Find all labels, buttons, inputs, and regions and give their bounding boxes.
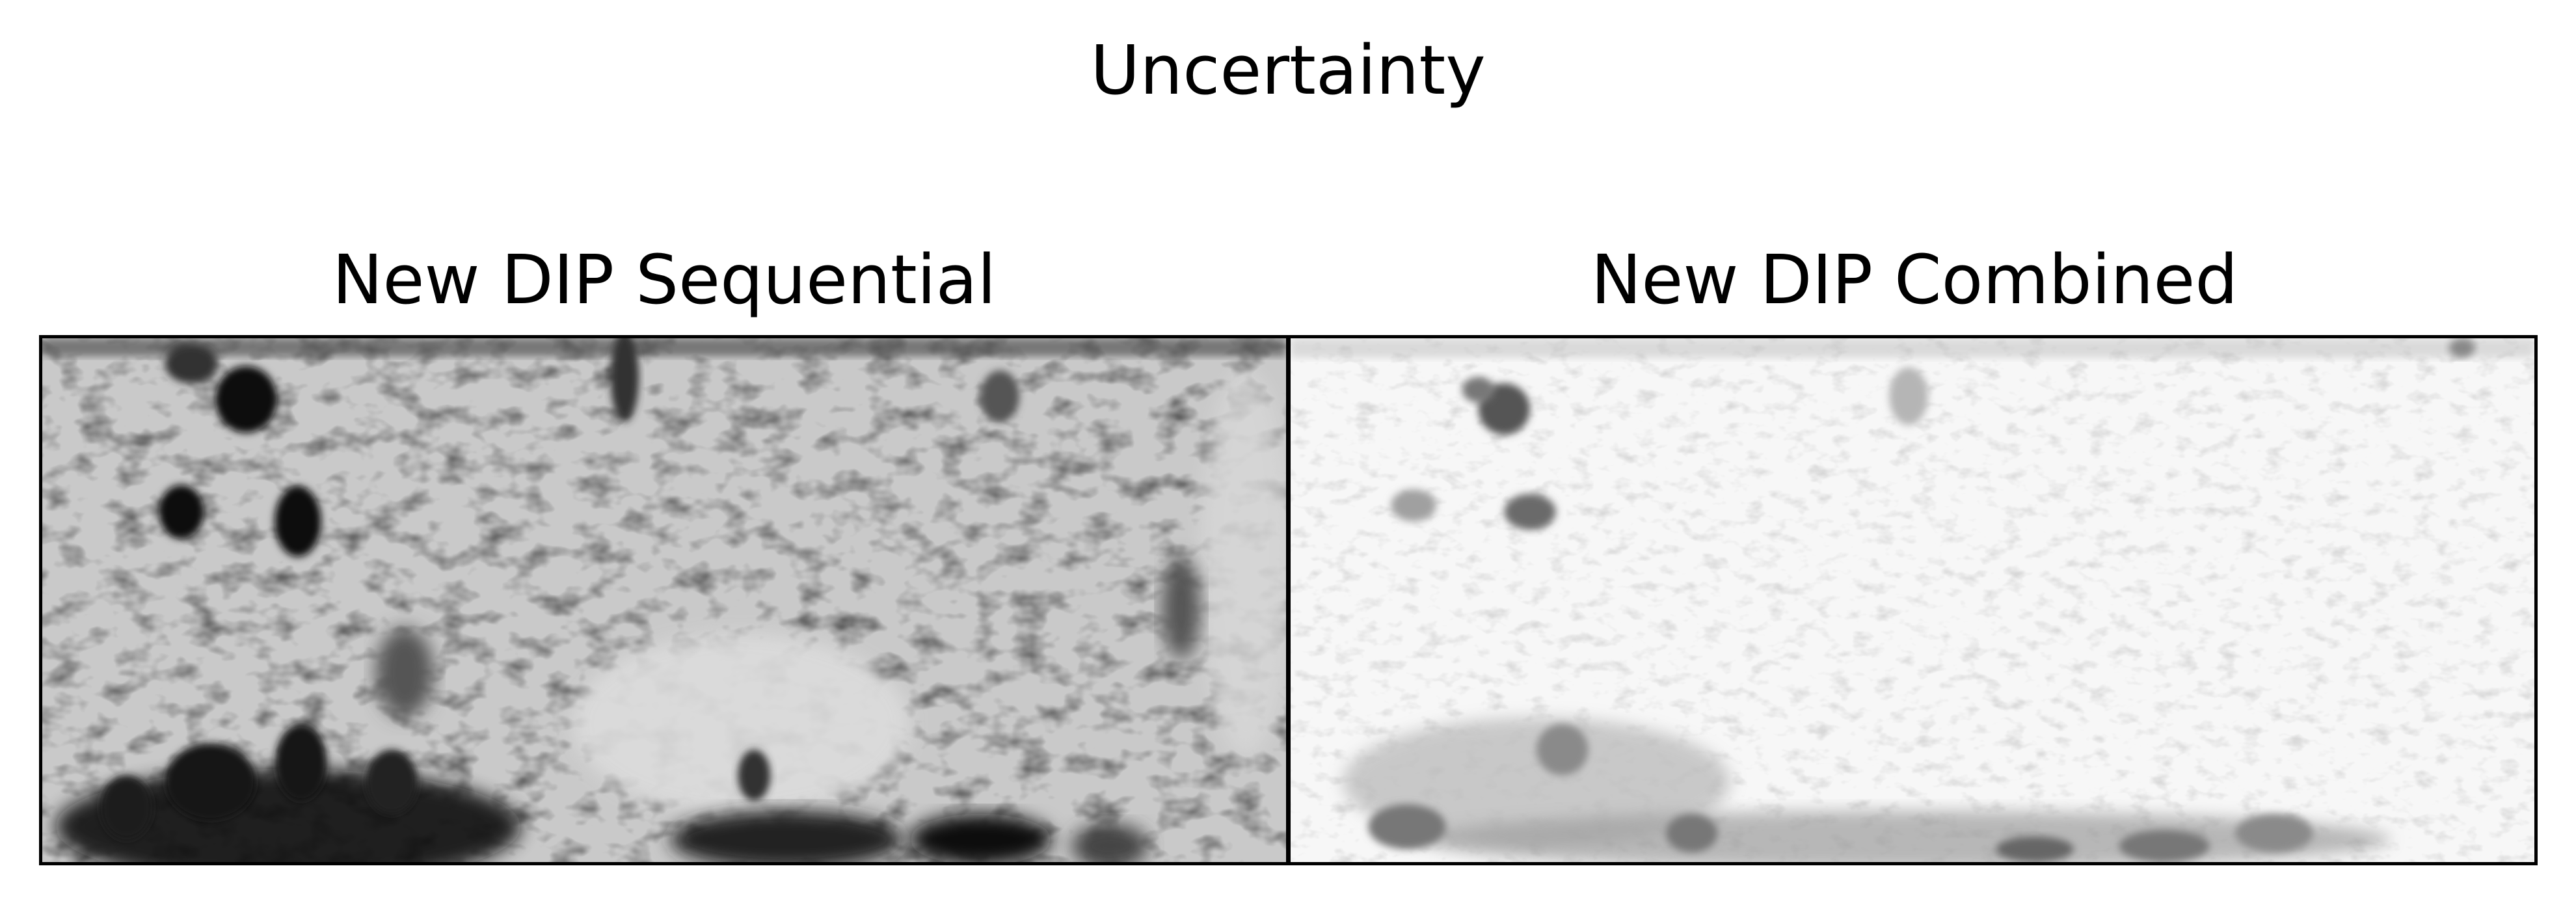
uncertainty-map-sequential bbox=[39, 335, 1289, 865]
uncertainty-image-combined bbox=[1291, 338, 2534, 862]
uncertainty-map-combined bbox=[1287, 335, 2538, 865]
panel-title-sequential: New DIP Sequential bbox=[332, 240, 997, 319]
panel-title-combined: New DIP Combined bbox=[1590, 240, 2238, 319]
uncertainty-image-sequential bbox=[42, 338, 1286, 862]
figure-title: Uncertainty bbox=[1090, 31, 1486, 110]
